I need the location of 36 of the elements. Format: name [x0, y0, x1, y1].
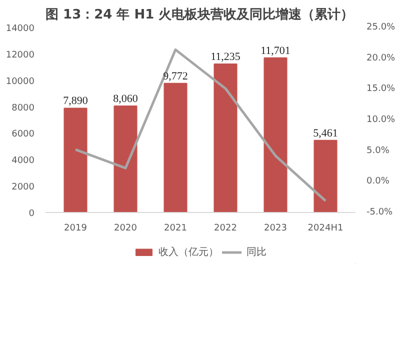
y-tick-label: 0: [28, 209, 35, 219]
y2-tick-label: 0.0%: [366, 176, 390, 187]
bar: [64, 108, 88, 212]
y2-tick-label: 20.0%: [366, 53, 396, 64]
y2-tick-label: 10.0%: [366, 115, 396, 125]
y2-tick-label: 25.0%: [366, 22, 396, 32]
bar: [164, 82, 188, 212]
y-tick-label: 8000: [12, 103, 35, 114]
x-tick-label: 2022: [214, 224, 237, 234]
x-tick-label: 2023: [264, 224, 287, 234]
bar: [114, 105, 138, 212]
y2-tick-label: -5.0%: [366, 208, 394, 218]
data-label: 9,772: [163, 70, 188, 82]
legend-label: 同比: [246, 246, 266, 259]
y-tick-label: 6000: [12, 130, 35, 140]
y-tick-label: 4000: [12, 156, 35, 166]
y-tick-label: 14000: [6, 24, 35, 34]
x-tick-label: 2024H1: [308, 224, 344, 234]
y-tick-label: 10000: [6, 76, 35, 87]
y-tick-label: 12000: [6, 50, 35, 60]
x-tick-label: 2020: [114, 224, 138, 234]
x-tick-label: 2021: [164, 224, 187, 234]
data-label: 5,461: [313, 127, 338, 140]
data-label: 11,701: [260, 44, 290, 57]
legend-label: 收入（亿元）: [158, 246, 218, 259]
data-label: 11,235: [210, 51, 241, 64]
y2-tick-label: 15.0%: [366, 84, 396, 94]
y2-tick-label: 5.0%: [366, 146, 390, 156]
x-tick-label: 2019: [64, 224, 88, 234]
chart-title: 图 13：24 年 H1 火电板块营收及同比增速（累计）: [46, 6, 354, 22]
bar: [214, 64, 238, 212]
data-label: 7,890: [63, 95, 88, 108]
bar: [264, 57, 288, 212]
data-label: 8,060: [113, 92, 138, 105]
y-tick-label: 2000: [12, 182, 35, 193]
bar: [314, 140, 338, 212]
